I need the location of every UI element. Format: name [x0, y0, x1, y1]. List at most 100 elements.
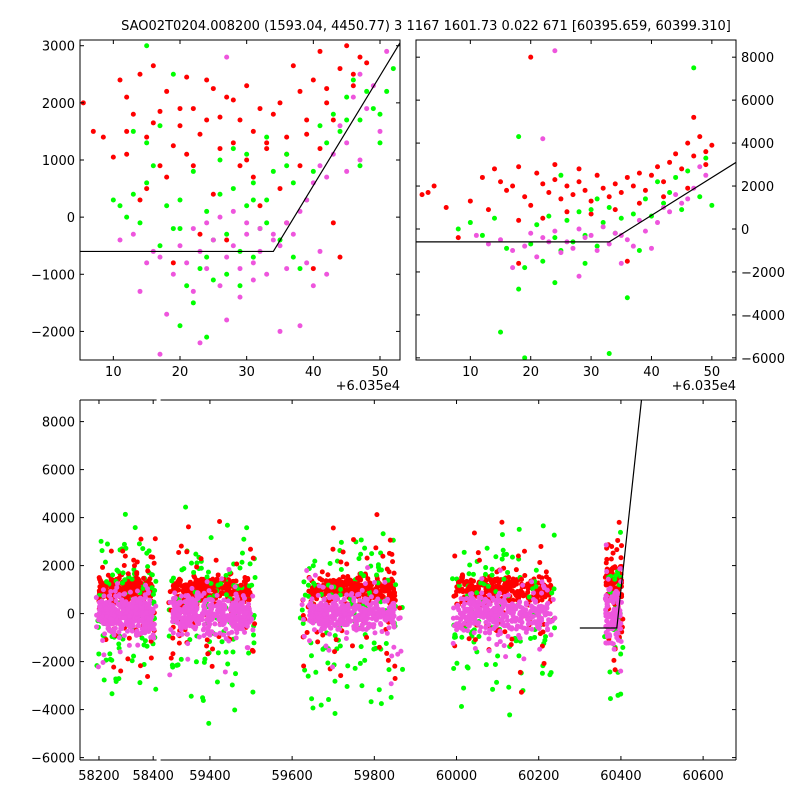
data-point-red	[679, 166, 685, 172]
data-point-red	[491, 166, 497, 172]
data-point-magenta	[505, 633, 511, 639]
data-point-magenta	[93, 595, 99, 601]
data-point-magenta	[250, 277, 256, 283]
data-point-magenta	[190, 288, 196, 294]
data-point-magenta	[211, 611, 217, 617]
data-point-green	[606, 205, 612, 211]
data-point-red	[157, 108, 163, 114]
data-point-red	[117, 77, 123, 83]
data-point-green	[358, 537, 364, 543]
data-point-magenta	[121, 633, 127, 639]
data-point-magenta	[518, 617, 524, 623]
data-point-green	[140, 546, 146, 552]
data-point-green	[526, 594, 532, 600]
data-point-red	[148, 655, 154, 661]
data-point-green	[145, 564, 151, 570]
data-point-red	[138, 536, 144, 542]
data-point-magenta	[229, 629, 235, 635]
data-point-red	[506, 579, 512, 585]
data-point-magenta	[324, 271, 330, 277]
data-point-red	[543, 569, 549, 575]
data-point-red	[270, 111, 276, 117]
data-point-red	[171, 582, 177, 588]
data-point-red	[364, 555, 370, 561]
data-point-magenta	[315, 592, 321, 598]
data-point-red	[212, 588, 218, 594]
data-point-green	[122, 511, 128, 517]
data-point-magenta	[238, 600, 244, 606]
data-point-green	[310, 168, 316, 174]
data-point-green	[618, 651, 624, 657]
x-tick-label: 20	[522, 365, 539, 380]
data-point-magenta	[221, 597, 227, 603]
data-point-magenta	[467, 621, 473, 627]
data-point-red	[365, 576, 371, 582]
data-point-magenta	[354, 621, 360, 627]
data-point-magenta	[106, 593, 112, 599]
data-point-magenta	[326, 631, 332, 637]
data-point-magenta	[323, 601, 329, 607]
data-point-red	[184, 151, 190, 157]
data-point-red	[499, 519, 505, 525]
data-point-green	[130, 128, 136, 134]
data-point-red	[175, 578, 181, 584]
data-point-red	[110, 154, 116, 160]
data-point-magenta	[510, 610, 516, 616]
data-point-magenta	[111, 632, 117, 638]
data-point-red	[210, 576, 216, 582]
x-tick-label: 58200	[78, 769, 119, 784]
data-point-red	[137, 71, 143, 77]
data-point-magenta	[603, 613, 609, 619]
data-point-red	[246, 597, 252, 603]
data-point-red	[479, 174, 485, 180]
data-point-red	[697, 134, 703, 140]
data-point-magenta	[214, 592, 220, 598]
data-point-magenta	[297, 323, 303, 329]
data-point-green	[177, 226, 183, 232]
data-point-green	[551, 532, 557, 538]
data-point-red	[364, 60, 370, 66]
data-point-magenta	[135, 642, 141, 648]
data-point-magenta	[603, 542, 609, 548]
data-point-red	[615, 537, 621, 543]
data-point-red	[495, 578, 501, 584]
data-point-magenta	[473, 232, 479, 238]
data-point-red	[164, 88, 170, 94]
data-point-magenta	[237, 294, 243, 300]
data-point-red	[389, 551, 395, 557]
data-point-green	[191, 569, 197, 575]
data-point-red	[667, 159, 673, 165]
data-point-red	[636, 200, 642, 206]
data-point-magenta	[157, 254, 163, 260]
data-point-magenta	[478, 624, 484, 630]
data-point-magenta	[365, 565, 371, 571]
data-point-red	[397, 605, 403, 611]
data-point-green	[483, 565, 489, 571]
data-point-red	[515, 588, 521, 594]
data-point-green	[202, 656, 208, 662]
data-point-green	[458, 704, 464, 710]
data-point-magenta	[96, 607, 102, 613]
data-point-red	[453, 592, 459, 598]
data-point-magenta	[103, 614, 109, 620]
data-point-green	[251, 632, 257, 638]
data-point-magenta	[177, 601, 183, 607]
data-point-green	[362, 545, 368, 551]
data-point-red	[237, 117, 243, 123]
data-point-green	[507, 712, 513, 718]
data-point-red	[612, 207, 618, 213]
data-point-magenta	[372, 615, 378, 621]
data-point-magenta	[130, 604, 136, 610]
data-point-magenta	[357, 71, 363, 77]
data-point-green	[332, 710, 338, 716]
data-point-red	[320, 632, 326, 638]
data-point-magenta	[497, 628, 503, 634]
data-point-red	[204, 637, 210, 643]
data-point-magenta	[114, 618, 120, 624]
data-point-magenta	[130, 231, 136, 237]
data-point-magenta	[534, 254, 540, 260]
data-point-red	[603, 560, 609, 566]
data-point-magenta	[363, 616, 369, 622]
data-point-red	[164, 174, 170, 180]
data-point-magenta	[226, 566, 232, 572]
